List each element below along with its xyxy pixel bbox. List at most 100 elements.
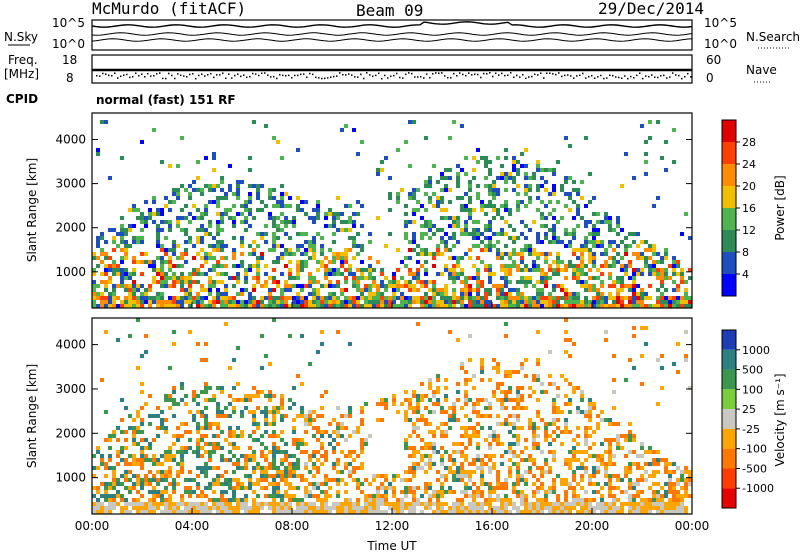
heatmap-cell	[512, 188, 516, 192]
heatmap-cell	[452, 256, 456, 260]
heatmap-cell	[300, 288, 304, 292]
heatmap-cell	[412, 276, 416, 280]
heatmap-cell	[508, 450, 512, 454]
heatmap-cell	[396, 510, 400, 514]
heatmap-cell	[464, 276, 468, 280]
heatmap-cell	[624, 264, 628, 268]
heatmap-cell	[368, 276, 372, 280]
heatmap-cell	[136, 366, 140, 370]
heatmap-cell	[136, 300, 140, 304]
heatmap-cell	[564, 502, 568, 506]
heatmap-cell	[468, 502, 472, 506]
heatmap-cell	[592, 260, 596, 264]
heatmap-cell	[588, 200, 592, 204]
heatmap-cell	[624, 244, 628, 248]
heatmap-cell	[584, 426, 588, 430]
heatmap-cell	[324, 494, 328, 498]
heatmap-cell	[516, 454, 520, 458]
heatmap-cell	[516, 288, 520, 292]
heatmap-cell	[272, 450, 276, 454]
heatmap-cell	[272, 410, 276, 414]
heatmap-cell	[232, 252, 236, 256]
heatmap-cell	[140, 446, 144, 450]
heatmap-cell	[332, 240, 336, 244]
heatmap-cell	[460, 124, 464, 128]
heatmap-cell	[560, 188, 564, 192]
heatmap-cell	[504, 200, 508, 204]
heatmap-cell	[468, 470, 472, 474]
heatmap-cell	[316, 200, 320, 204]
heatmap-cell	[452, 506, 456, 510]
heatmap-cell	[204, 418, 208, 422]
heatmap-cell	[220, 510, 224, 514]
heatmap-cell	[220, 390, 224, 394]
heatmap-cell	[544, 296, 548, 300]
heatmap-cell	[428, 398, 432, 402]
heatmap-cell	[452, 220, 456, 224]
heatmap-cell	[248, 192, 252, 196]
heatmap-cell	[420, 232, 424, 236]
heatmap-cell	[388, 192, 392, 196]
heatmap-cell	[104, 486, 108, 490]
heatmap-cell	[536, 466, 540, 470]
heatmap-cell	[140, 220, 144, 224]
heatmap-cell	[144, 454, 148, 458]
heatmap-cell	[436, 502, 440, 506]
heatmap-cell	[408, 248, 412, 252]
heatmap-cell	[604, 330, 608, 334]
heatmap-cell	[276, 296, 280, 300]
heatmap-cell	[632, 240, 636, 244]
heatmap-cell	[312, 280, 316, 284]
heatmap-cell	[248, 156, 252, 160]
heatmap-cell	[516, 462, 520, 466]
heatmap-cell	[396, 248, 400, 252]
heatmap-cell	[316, 466, 320, 470]
heatmap-cell	[500, 292, 504, 296]
heatmap-cell	[296, 446, 300, 450]
heatmap-cell	[256, 482, 260, 486]
heatmap-cell	[516, 434, 520, 438]
heatmap-cell	[320, 434, 324, 438]
heatmap-cell	[440, 454, 444, 458]
heatmap-cell	[640, 498, 644, 502]
heatmap-cell	[564, 394, 568, 398]
heatmap-cell	[356, 486, 360, 490]
heatmap-cell	[504, 204, 508, 208]
heatmap-cell	[148, 442, 152, 446]
heatmap-cell	[636, 478, 640, 482]
heatmap-cell	[412, 284, 416, 288]
heatmap-cell	[544, 498, 548, 502]
heatmap-cell	[596, 454, 600, 458]
heatmap-cell	[492, 366, 496, 370]
x-tick-label: 20:00	[575, 519, 610, 533]
heatmap-cell	[216, 422, 220, 426]
heatmap-cell	[196, 240, 200, 244]
heatmap-cell	[460, 462, 464, 466]
heatmap-cell	[100, 232, 104, 236]
heatmap-cell	[456, 510, 460, 514]
heatmap-cell	[192, 510, 196, 514]
heatmap-cell	[384, 474, 388, 478]
heatmap-cell	[272, 304, 276, 308]
heatmap-cell	[136, 296, 140, 300]
heatmap-cell	[652, 272, 656, 276]
heatmap-cell	[468, 296, 472, 300]
heatmap-cell	[348, 506, 352, 510]
heatmap-cell	[336, 304, 340, 308]
heatmap-cell	[364, 276, 368, 280]
heatmap-cell	[484, 498, 488, 502]
heatmap-cell	[432, 410, 436, 414]
heatmap-cell	[228, 394, 232, 398]
heatmap-cell	[496, 478, 500, 482]
nave-dot	[201, 73, 203, 75]
heatmap-cell	[304, 240, 308, 244]
heatmap-cell	[284, 288, 288, 292]
heatmap-cell	[160, 474, 164, 478]
heatmap-cell	[492, 208, 496, 212]
heatmap-cell	[612, 248, 616, 252]
heatmap-cell	[624, 438, 628, 442]
heatmap-cell	[428, 506, 432, 510]
heatmap-cell	[320, 406, 324, 410]
heatmap-cell	[620, 434, 624, 438]
heatmap-cell	[96, 264, 100, 268]
